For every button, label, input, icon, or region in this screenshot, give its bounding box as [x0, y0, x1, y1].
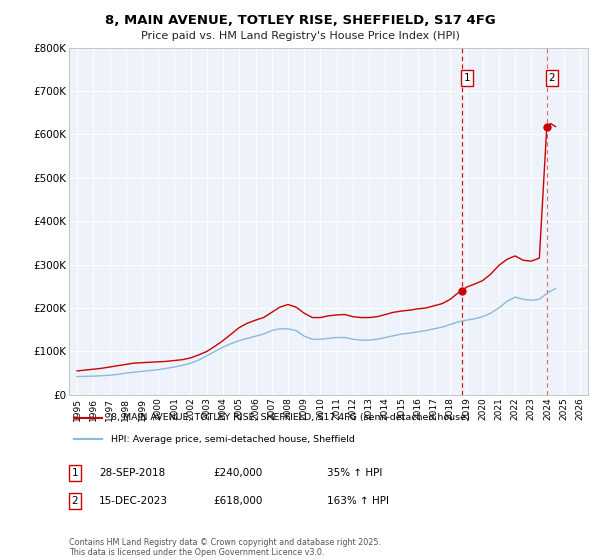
Text: 1: 1	[464, 73, 470, 83]
Text: 2: 2	[71, 496, 79, 506]
Text: 1: 1	[71, 468, 79, 478]
Text: £240,000: £240,000	[213, 468, 262, 478]
Text: 2: 2	[548, 73, 555, 83]
Text: 8, MAIN AVENUE, TOTLEY RISE, SHEFFIELD, S17 4FG (semi-detached house): 8, MAIN AVENUE, TOTLEY RISE, SHEFFIELD, …	[111, 413, 470, 422]
Text: HPI: Average price, semi-detached house, Sheffield: HPI: Average price, semi-detached house,…	[111, 435, 355, 444]
Text: 8, MAIN AVENUE, TOTLEY RISE, SHEFFIELD, S17 4FG: 8, MAIN AVENUE, TOTLEY RISE, SHEFFIELD, …	[104, 14, 496, 27]
Text: 163% ↑ HPI: 163% ↑ HPI	[327, 496, 389, 506]
Text: 28-SEP-2018: 28-SEP-2018	[99, 468, 165, 478]
Text: Price paid vs. HM Land Registry's House Price Index (HPI): Price paid vs. HM Land Registry's House …	[140, 31, 460, 41]
Text: £618,000: £618,000	[213, 496, 262, 506]
Text: Contains HM Land Registry data © Crown copyright and database right 2025.
This d: Contains HM Land Registry data © Crown c…	[69, 538, 381, 557]
Text: 35% ↑ HPI: 35% ↑ HPI	[327, 468, 382, 478]
Text: 15-DEC-2023: 15-DEC-2023	[99, 496, 168, 506]
